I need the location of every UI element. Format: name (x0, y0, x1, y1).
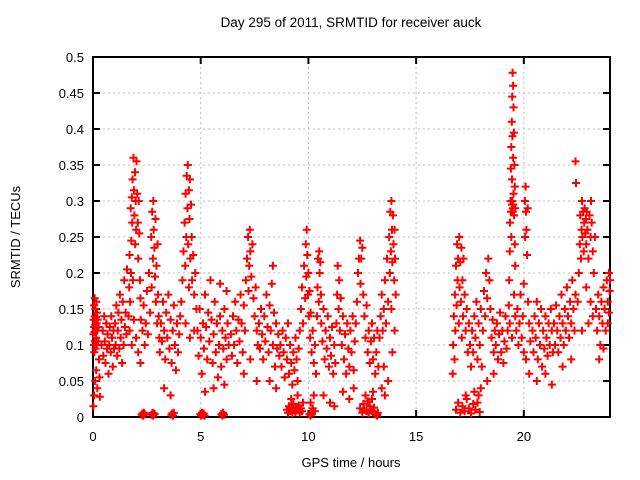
y-tick-label: 0.5 (66, 50, 84, 65)
y-tick-label: 0.15 (59, 302, 84, 317)
y-tick-label: 0.45 (59, 86, 84, 101)
x-tick-label: 5 (197, 429, 204, 444)
scatter-points (89, 68, 614, 420)
y-axis-label: SRMTID / TECUs (8, 185, 23, 288)
y-tick-label: 0.1 (66, 338, 84, 353)
y-tick-label: 0 (77, 410, 84, 425)
x-axis-label: GPS time / hours (302, 455, 401, 470)
x-tick-label: 10 (301, 429, 315, 444)
y-tick-label: 0.05 (59, 374, 84, 389)
x-tick-label: 0 (89, 429, 96, 444)
x-tick-label: 15 (409, 429, 423, 444)
y-tick-label: 0.25 (59, 230, 84, 245)
chart-title: Day 295 of 2011, SRMTID for receiver auc… (221, 15, 482, 30)
y-tick-label: 0.2 (66, 266, 84, 281)
y-tick-label: 0.3 (66, 194, 84, 209)
y-tick-label: 0.4 (66, 122, 84, 137)
grid-lines (93, 57, 610, 417)
tick-labels: 0 5 10 15 20 0 0.05 0.1 0.15 0.2 0.25 0.3 0.35 0.4 0.4… (59, 50, 531, 444)
y-tick-label: 0.35 (59, 158, 84, 173)
x-tick-label: 20 (517, 429, 531, 444)
